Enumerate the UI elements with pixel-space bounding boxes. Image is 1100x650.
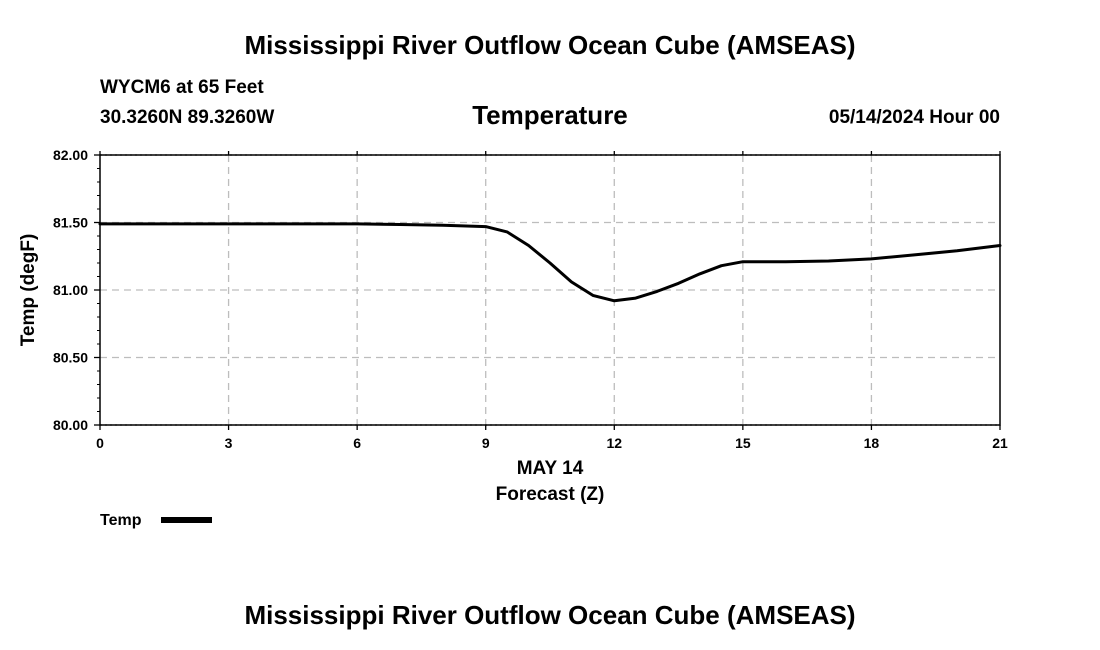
- x-tick-label: 9: [482, 435, 490, 451]
- x-tick-label: 18: [864, 435, 880, 451]
- legend-label-temp: Temp: [100, 512, 142, 529]
- y-tick-label: 80.50: [53, 350, 88, 366]
- x-tick-label: 6: [353, 435, 361, 451]
- y-axis-label: Temp (degF): [18, 234, 39, 347]
- x-axis-ticks: 0 3 6 9 12 15 18 21: [96, 151, 1008, 451]
- x-tick-label: 15: [735, 435, 751, 451]
- chart-subtitle: Temperature: [472, 100, 628, 130]
- y-axis-ticks: 80.00 80.50 81.00 81.50 82.00: [53, 147, 100, 433]
- footer-title: Mississippi River Outflow Ocean Cube (AM…: [244, 600, 856, 630]
- x-tick-label: 3: [225, 435, 233, 451]
- series-layer: [98, 222, 1002, 303]
- x-tick-label: 21: [992, 435, 1008, 451]
- y-tick-label: 81.00: [53, 282, 88, 298]
- legend: Temp: [100, 512, 212, 529]
- x-axis-label: Forecast (Z): [496, 484, 605, 505]
- forecast-date: 05/14/2024 Hour 00: [828, 107, 1000, 128]
- y-tick-label: 81.50: [53, 215, 88, 231]
- y-tick-label: 80.00: [53, 417, 88, 433]
- x-tick-label: 12: [606, 435, 622, 451]
- coordinates-label: 30.3260N 89.3260W: [100, 107, 275, 128]
- y-tick-label: 82.00: [53, 147, 88, 163]
- station-label: WYCM6 at 65 Feet: [100, 77, 264, 98]
- x-axis-date-label: MAY 14: [517, 458, 584, 479]
- chart-title: Mississippi River Outflow Ocean Cube (AM…: [244, 30, 856, 60]
- grid: [100, 154, 1000, 426]
- series-line-temp: [98, 222, 1002, 303]
- x-tick-label: 0: [96, 435, 104, 451]
